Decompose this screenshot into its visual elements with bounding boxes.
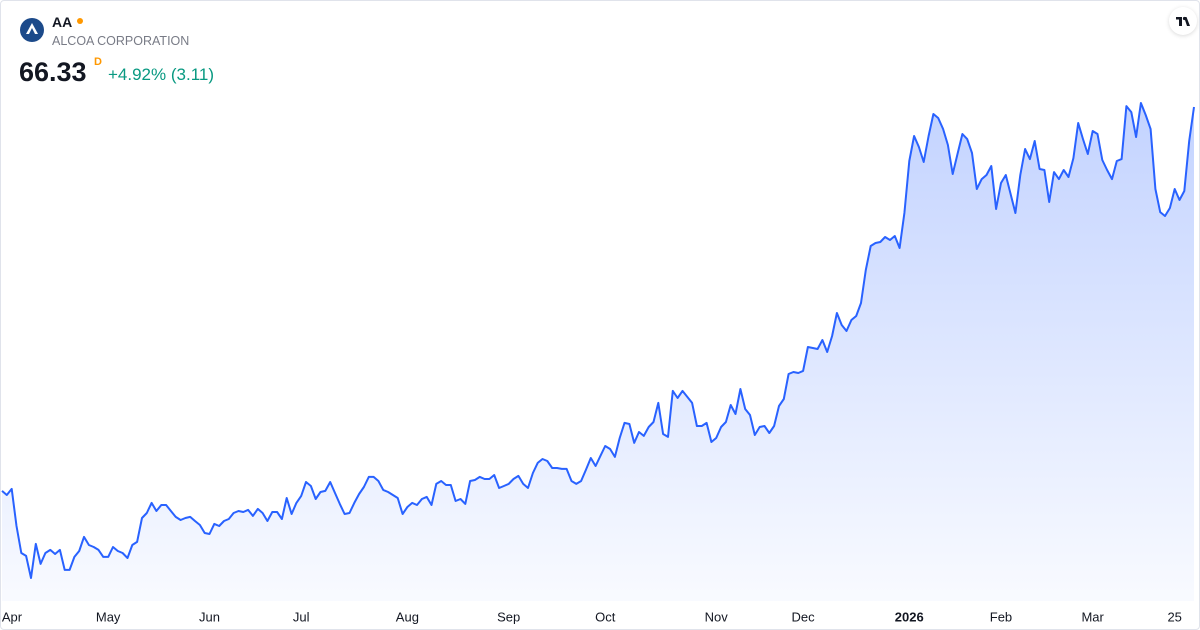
area-fill bbox=[2, 103, 1194, 601]
change: +4.92% (3.11) bbox=[108, 65, 215, 84]
x-tick-label: Dec bbox=[792, 609, 816, 624]
tradingview-logo[interactable] bbox=[1169, 7, 1197, 35]
company-name: ALCOA CORPORATION bbox=[52, 34, 190, 48]
x-tick-label: 25 bbox=[1167, 609, 1181, 624]
status-dot bbox=[77, 18, 84, 24]
x-tick-label: Jul bbox=[293, 609, 310, 624]
tradingview-icon bbox=[1176, 16, 1190, 26]
price-line bbox=[1, 102, 1195, 579]
x-tick-label: Nov bbox=[705, 609, 729, 624]
x-tick-label: Jun bbox=[199, 609, 220, 624]
price: 66.33 bbox=[19, 57, 87, 87]
symbol: AA bbox=[52, 14, 73, 30]
x-tick-label: Oct bbox=[595, 609, 616, 624]
x-tick-label: Feb bbox=[990, 609, 1012, 624]
x-tick-label: Aug bbox=[396, 609, 419, 624]
x-tick-label: 2026 bbox=[895, 609, 924, 624]
x-tick-label: May bbox=[96, 609, 121, 624]
logo bbox=[20, 18, 44, 42]
x-tick-label: Apr bbox=[2, 609, 23, 624]
x-tick-label: Sep bbox=[497, 609, 520, 624]
x-tick-label: Mar bbox=[1081, 609, 1104, 624]
interval: D bbox=[94, 56, 102, 68]
symbol-row: AA bbox=[52, 14, 84, 30]
